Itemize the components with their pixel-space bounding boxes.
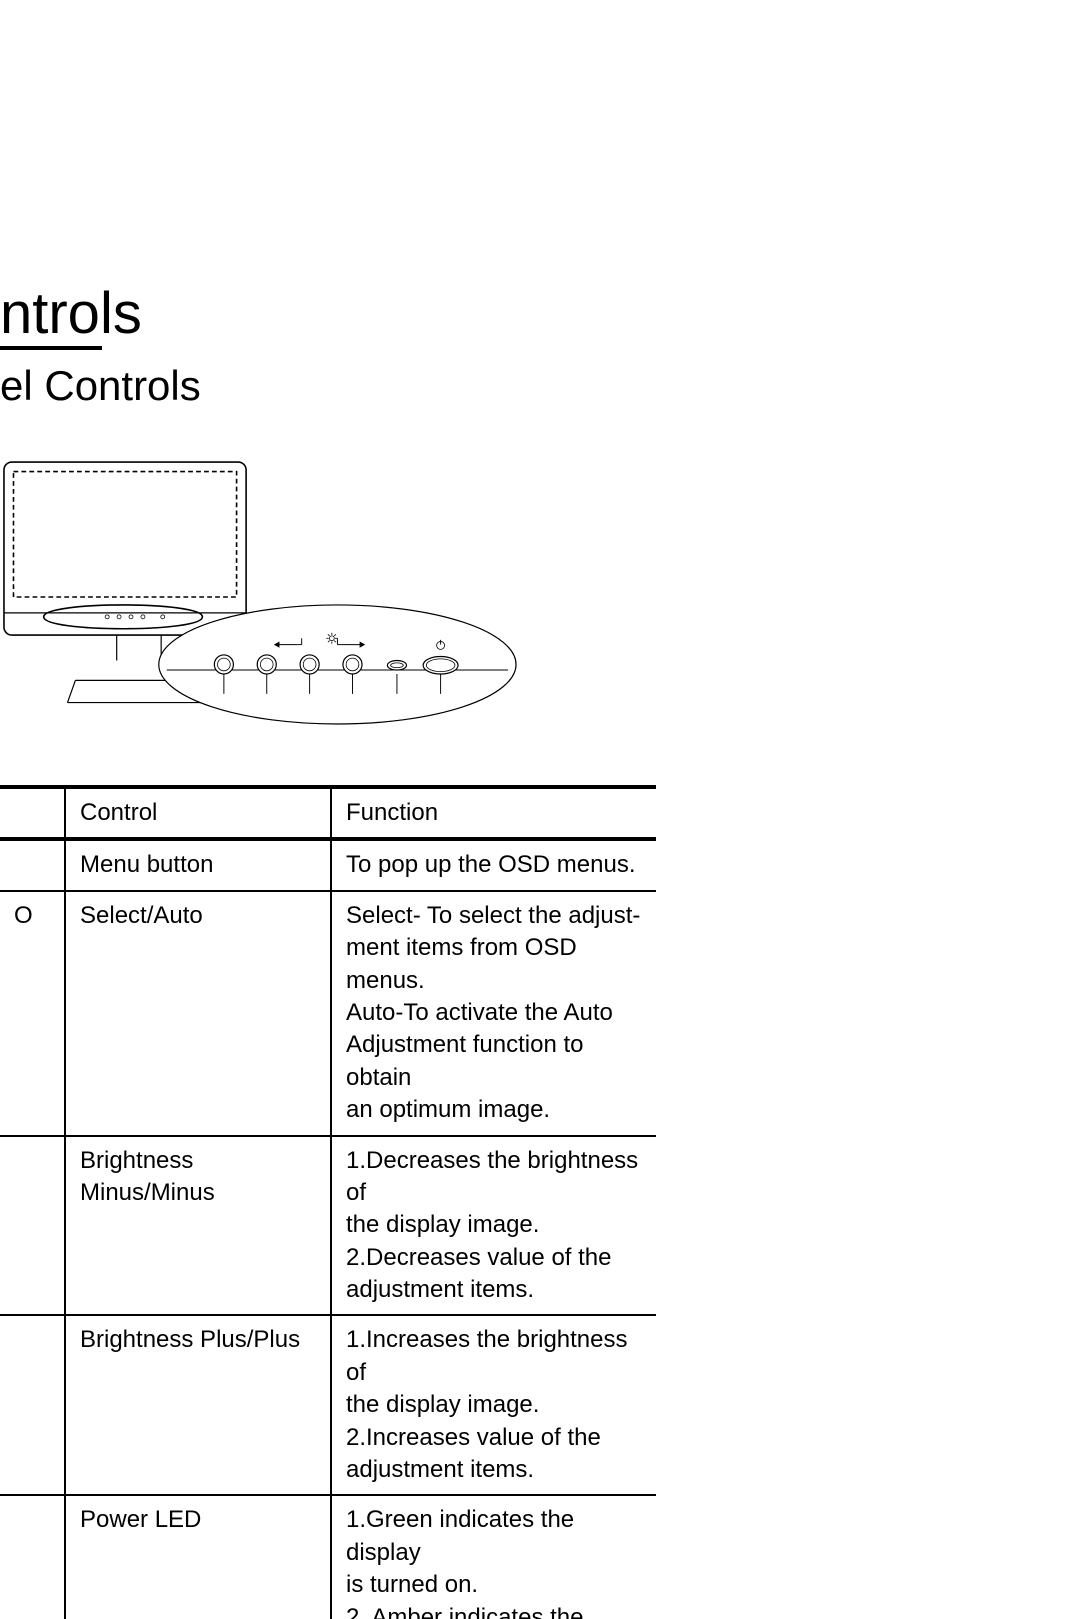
icon-cell bbox=[0, 839, 65, 890]
section-heading-fragment: ntrols bbox=[0, 280, 142, 347]
bezel-button bbox=[141, 615, 145, 619]
control-cell: Power LED bbox=[65, 1495, 331, 1619]
table-row: Brightness Minus/Minus1.Decreases the br… bbox=[0, 1136, 656, 1316]
function-cell: 1.Decreases the brightness of the displa… bbox=[331, 1136, 656, 1316]
control-cell: Brightness Minus/Minus bbox=[65, 1136, 331, 1316]
header-function: Function bbox=[331, 787, 656, 839]
header-control: Control bbox=[65, 787, 331, 839]
bezel-button bbox=[105, 615, 109, 619]
control-cell: Select/Auto bbox=[65, 891, 331, 1136]
function-cell: 1.Green indicates the display is turned … bbox=[331, 1495, 656, 1619]
bezel-button bbox=[129, 615, 133, 619]
heading-underline bbox=[0, 346, 102, 350]
icon-cell bbox=[0, 1495, 65, 1619]
table-row: Brightness Plus/Plus1.Increases the brig… bbox=[0, 1315, 656, 1495]
callout-ellipse bbox=[44, 605, 203, 629]
monitor-controls-diagram bbox=[0, 425, 520, 765]
icon-cell bbox=[0, 1315, 65, 1495]
table-header-row: Control Function bbox=[0, 787, 656, 839]
function-cell: To pop up the OSD menus. bbox=[331, 839, 656, 890]
subsection-heading-fragment: el Controls bbox=[0, 362, 201, 410]
icon-cell: O bbox=[0, 891, 65, 1136]
table-row: OSelect/AutoSelect- To select the adjust… bbox=[0, 891, 656, 1136]
bezel-button bbox=[161, 615, 165, 619]
table-row: Menu buttonTo pop up the OSD menus. bbox=[0, 839, 656, 890]
control-cell: Menu button bbox=[65, 839, 331, 890]
page: ntrols el Controls Control Function Menu… bbox=[0, 0, 1080, 1619]
function-cell: Select- To select the adjust- ment items… bbox=[331, 891, 656, 1136]
table-row: Power LED1.Green indicates the display i… bbox=[0, 1495, 656, 1619]
header-icon bbox=[0, 787, 65, 839]
zoom-panel bbox=[159, 605, 516, 724]
control-cell: Brightness Plus/Plus bbox=[65, 1315, 331, 1495]
bezel-button bbox=[117, 615, 121, 619]
monitor-outer bbox=[4, 462, 246, 635]
controls-table: Control Function Menu buttonTo pop up th… bbox=[0, 785, 656, 1619]
icon-cell bbox=[0, 1136, 65, 1316]
monitor-screen bbox=[13, 472, 236, 597]
function-cell: 1.Increases the brightness of the displa… bbox=[331, 1315, 656, 1495]
